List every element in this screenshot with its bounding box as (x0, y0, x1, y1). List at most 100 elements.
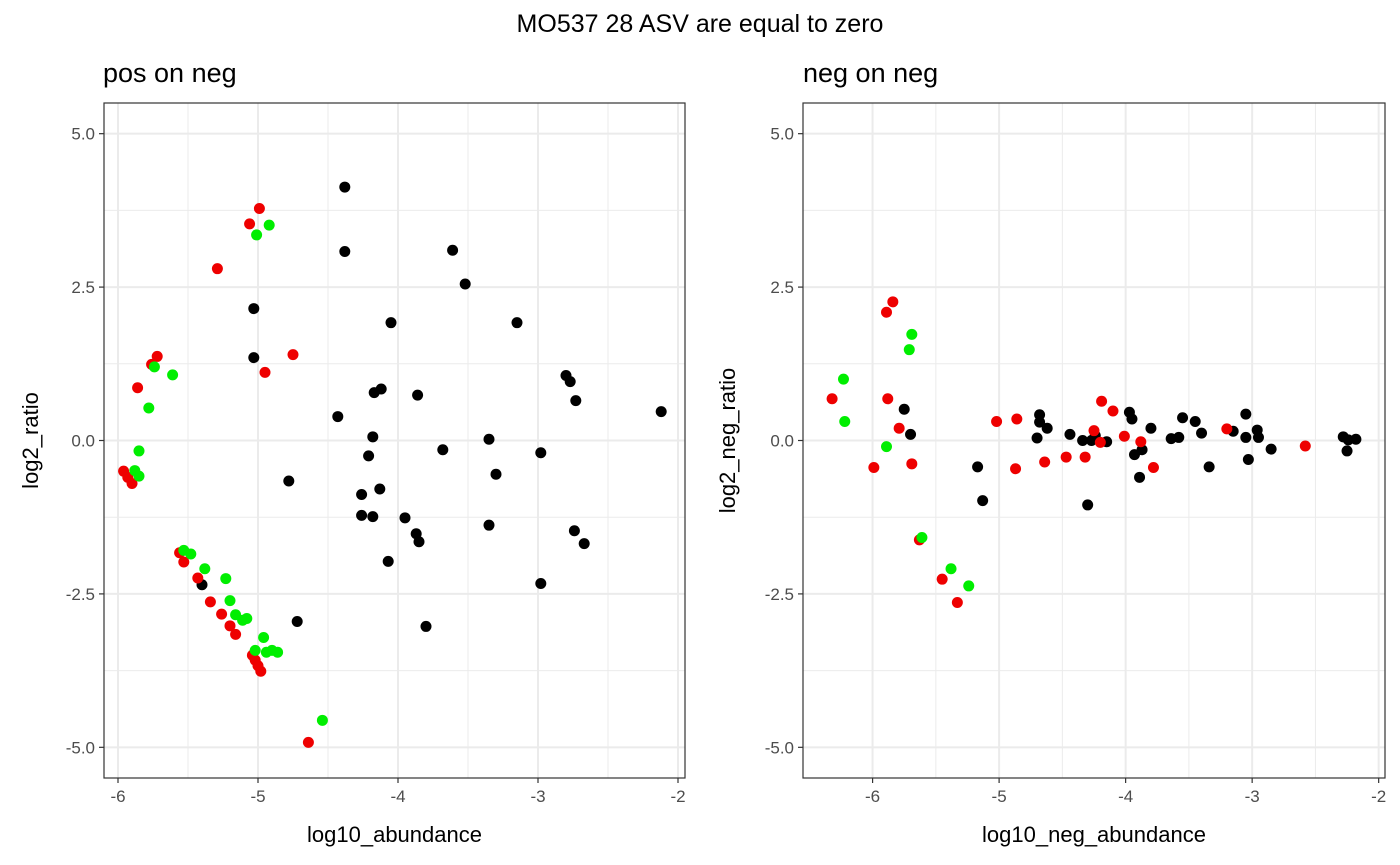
data-point-red (906, 458, 918, 470)
data-point-red (151, 350, 163, 362)
data-point-red (126, 477, 138, 489)
data-point-red (1079, 451, 1091, 463)
y-axis-title: log2_ratio (18, 392, 43, 489)
data-point-green (199, 563, 211, 575)
data-point-black (356, 489, 368, 500)
data-point-black (1128, 449, 1140, 461)
y-tick-label: -2.5 (765, 585, 794, 604)
x-tick-label: -6 (865, 787, 880, 806)
data-point-black (1242, 454, 1254, 466)
data-point-black (490, 468, 502, 480)
data-point-red (1011, 413, 1023, 425)
data-point-green (185, 548, 197, 560)
data-point-red (178, 556, 190, 568)
data-point-green (251, 229, 263, 241)
panel-title-neg-on-neg: neg on neg (803, 58, 938, 88)
data-point-green (316, 714, 328, 726)
data-point-red (1096, 395, 1108, 407)
x-tick-label: -6 (110, 787, 125, 806)
data-point-black (447, 244, 459, 256)
data-point-black (248, 352, 260, 364)
data-point-black (363, 450, 375, 462)
data-point-green (903, 344, 915, 356)
data-point-green (167, 369, 179, 381)
data-point-red (1039, 456, 1051, 468)
data-point-black (291, 616, 303, 628)
data-point-black (385, 317, 397, 329)
data-point-red (1135, 436, 1147, 448)
data-point-black (483, 519, 495, 531)
data-point-black (1203, 461, 1215, 473)
data-point-black (1077, 435, 1089, 446)
data-point-red (1147, 462, 1159, 473)
data-point-green (839, 415, 851, 427)
data-point-green (963, 580, 975, 592)
y-axis-title: log2_neg_ratio (715, 368, 740, 514)
figure-title: MO537 28 ASV are equal to zero (517, 10, 884, 38)
data-point-black (283, 475, 295, 487)
panel-neg-on-neg: -6 -5 -4 -3 -2 -5.0 -2.5 0.0 2.5 5.0 neg on neg log… (715, 58, 1386, 847)
data-point-green (224, 595, 236, 607)
data-point-black (483, 433, 495, 445)
data-point-black (248, 303, 260, 315)
data-point-black (339, 181, 351, 193)
data-point-black (437, 444, 449, 456)
y-tick-label: 0.0 (770, 432, 794, 451)
data-point-black (1034, 416, 1046, 428)
data-point-red (882, 393, 894, 405)
data-point-black (459, 278, 471, 290)
data-point-green (249, 644, 261, 656)
data-point-red (1010, 463, 1022, 475)
data-point-red (991, 415, 1003, 427)
x-tick-label: -4 (1118, 787, 1133, 806)
data-point-red (893, 422, 905, 434)
data-point-red (1094, 436, 1106, 448)
data-point-black (905, 428, 917, 440)
data-point-black (1240, 408, 1252, 420)
data-point-black (511, 317, 523, 329)
data-point-red (868, 462, 880, 473)
data-point-red (1088, 425, 1100, 437)
y-tick-label: 5.0 (770, 125, 794, 144)
y-tick-label: 2.5 (770, 278, 794, 297)
data-point-red (826, 393, 838, 405)
x-axis-title: log10_neg_abundance (982, 822, 1206, 847)
y-tick-label: -2.5 (66, 585, 95, 604)
data-point-black (972, 461, 984, 473)
data-point-black (568, 525, 580, 537)
data-point-black (655, 406, 667, 418)
data-point-green (143, 402, 155, 414)
data-point-green (916, 531, 928, 543)
data-point-black (535, 577, 547, 589)
data-point-green (133, 470, 145, 482)
data-point-black (1196, 427, 1208, 439)
data-point-black (367, 511, 379, 523)
data-point-black (399, 512, 411, 524)
data-point-red (1221, 423, 1233, 435)
x-tick-label: -3 (530, 787, 545, 806)
data-point-black (412, 389, 424, 401)
data-point-red (302, 736, 314, 748)
data-point-black (368, 387, 380, 399)
data-point-red (211, 263, 223, 275)
data-point-black (374, 483, 386, 495)
data-point-red (881, 306, 893, 318)
x-tick-label: -4 (390, 787, 405, 806)
data-point-black (1341, 445, 1353, 457)
data-point-red (255, 665, 267, 677)
data-point-black (570, 395, 582, 407)
data-point-red (224, 620, 236, 632)
data-point-black (1041, 422, 1053, 434)
data-point-black (1031, 432, 1043, 444)
data-point-green (133, 445, 145, 457)
data-point-green (263, 219, 275, 231)
data-point-black (535, 447, 547, 459)
data-point-black (1189, 415, 1201, 427)
y-tick-label: 0.0 (71, 432, 95, 451)
data-point-black (1252, 431, 1264, 443)
y-tick-label: -5.0 (765, 738, 794, 757)
data-point-black (1265, 443, 1277, 455)
x-tick-label: -2 (670, 787, 685, 806)
data-point-black (1064, 428, 1076, 440)
